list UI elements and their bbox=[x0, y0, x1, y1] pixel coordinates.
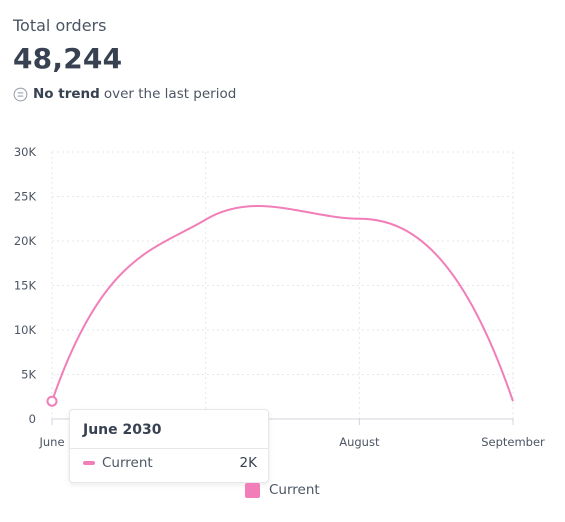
trend-label: No trend bbox=[33, 86, 100, 102]
y-tick-label: 30K bbox=[14, 145, 37, 159]
y-tick-label: 5K bbox=[21, 368, 36, 382]
y-tick-label: 15K bbox=[14, 279, 37, 293]
chart-grid bbox=[51, 151, 514, 419]
trend-indicator: No trend over the last period bbox=[13, 86, 236, 102]
tooltip-divider bbox=[70, 448, 268, 449]
y-tick-label: 25K bbox=[14, 190, 37, 204]
y-tick-label: 20K bbox=[14, 234, 37, 248]
legend-swatch-current bbox=[245, 482, 260, 498]
y-tick-label: 0 bbox=[29, 412, 36, 426]
series-line-current bbox=[51, 205, 514, 402]
card-title: Total orders bbox=[13, 16, 107, 35]
no-trend-icon bbox=[13, 87, 28, 101]
tooltip-series-value: 2K bbox=[239, 455, 257, 471]
x-tick-label: September bbox=[481, 435, 545, 449]
active-data-point[interactable] bbox=[46, 395, 58, 407]
tooltip-title: June 2030 bbox=[83, 422, 162, 438]
tooltip-series-swatch bbox=[83, 461, 95, 465]
y-tick-label: 10K bbox=[14, 323, 37, 337]
chart-legend[interactable]: Current bbox=[245, 482, 320, 498]
tooltip-series-name: Current bbox=[102, 455, 153, 471]
x-axis: June August September bbox=[38, 419, 545, 449]
y-axis: 0 5K 10K 15K 20K 25K 30K bbox=[14, 145, 37, 426]
chart-tooltip: June 2030 Current 2K bbox=[69, 409, 269, 483]
legend-label-current: Current bbox=[269, 482, 320, 498]
total-orders-value: 48,244 bbox=[13, 42, 123, 75]
trend-description: over the last period bbox=[103, 86, 237, 102]
x-tick-label: August bbox=[339, 435, 380, 449]
x-tick-label: June bbox=[38, 435, 64, 449]
